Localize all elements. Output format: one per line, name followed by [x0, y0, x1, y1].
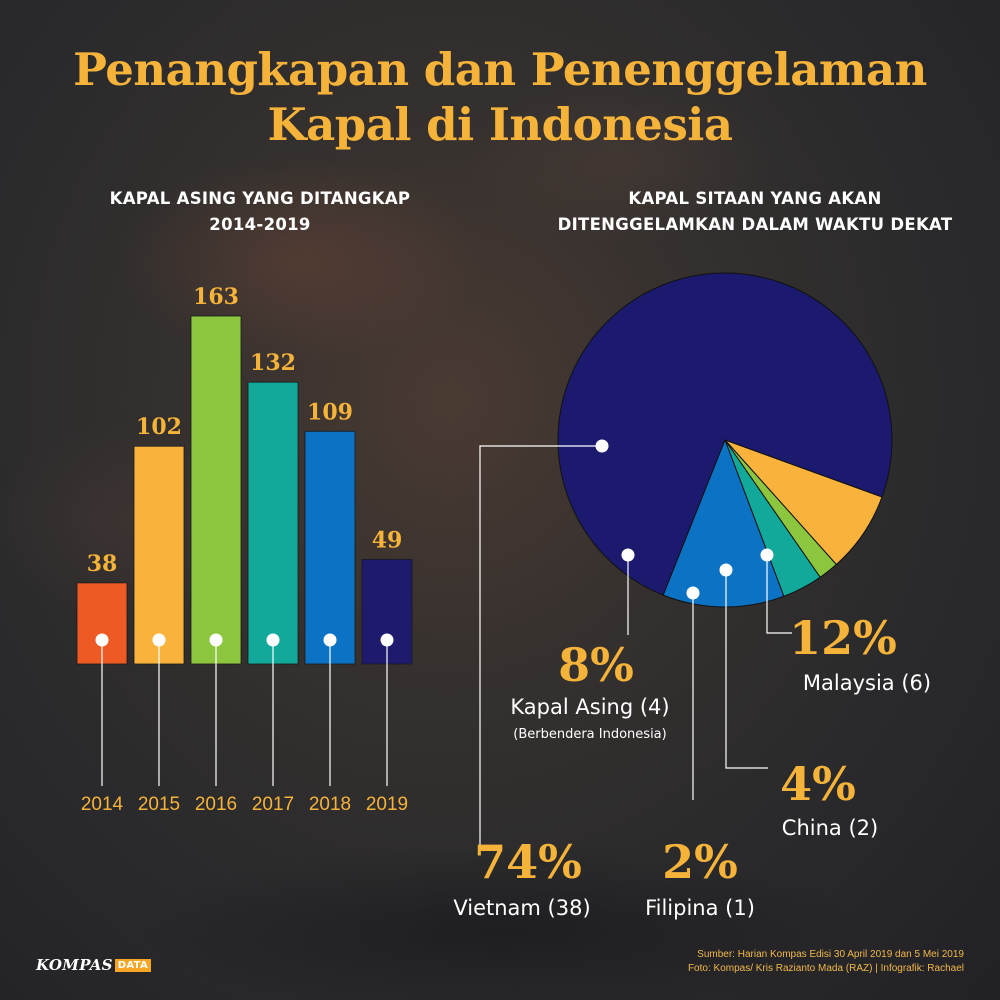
source-line-1: Sumber: Harian Kompas Edisi 30 April 201… [697, 949, 964, 960]
title-line-2: Kapal di Indonesia [267, 98, 733, 151]
pie-percent-label-4: 12% [789, 611, 897, 665]
source-line-2: Foto: Kompas/ Kris Razianto Mada (RAZ) |… [687, 963, 964, 974]
pie-percent-label-1: 8% [558, 638, 634, 692]
bar-marker-dot-2014 [95, 633, 109, 647]
bar-2016 [190, 315, 242, 665]
bar-category-label-2017: 2017 [252, 794, 294, 815]
pie-slice-4 [662, 438, 785, 608]
bar-2018 [304, 430, 356, 665]
bar-2017 [247, 381, 299, 665]
bar-value-label-2016: 163 [193, 284, 239, 310]
pie-marker-dot-0 [595, 439, 609, 453]
bar-category-label-2015: 2015 [138, 794, 180, 815]
bar-2015 [133, 445, 185, 665]
pie-marker-dot-4 [760, 548, 774, 562]
bar-chart-title-line-1: KAPAL ASING YANG DITANGKAP [109, 189, 411, 208]
bar-marker-dot-2018 [323, 633, 337, 647]
kompas-data-logo: KOMPAS DATA [36, 956, 152, 974]
bar-value-label-2015: 102 [136, 414, 182, 440]
pie-name-label-2: Filipina (1) [645, 896, 755, 920]
bar-value-label-2014: 38 [87, 551, 118, 577]
bar-marker-dot-2017 [266, 633, 280, 647]
pie-leader-line-3 [725, 570, 768, 769]
pie-percent-label-3: 4% [780, 757, 856, 811]
bar-category-label-2014: 2014 [81, 794, 124, 815]
pie-chart-title: KAPAL SITAAN YANG AKAN DITENGGELAMKAN DA… [520, 186, 990, 238]
pie-leader-line-0 [479, 445, 602, 850]
bar-value-label-2019: 49 [372, 527, 403, 553]
infographic-title: Penangkapan dan Penenggelaman Kapal di I… [0, 42, 1000, 152]
source-credits: Sumber: Harian Kompas Edisi 30 April 201… [688, 948, 964, 976]
pie-slice-0 [557, 272, 893, 596]
pie-percent-label-2: 2% [662, 835, 738, 889]
bar-value-label-2018: 109 [307, 399, 353, 425]
pie-name-label-3: China (2) [782, 816, 878, 840]
bar-chart-title: KAPAL ASING YANG DITANGKAP 2014-2019 [40, 186, 480, 238]
pie-name-label-1: Kapal Asing (4) [510, 695, 669, 719]
logo-text: KOMPAS [36, 956, 113, 974]
title-line-1: Penangkapan dan Penenggelaman [73, 43, 927, 96]
bar-category-label-2019: 2019 [366, 794, 408, 815]
bar-marker-dot-2015 [152, 633, 166, 647]
bar-value-label-2017: 132 [250, 350, 296, 376]
bar-category-label-2016: 2016 [195, 794, 237, 815]
pie-marker-dot-2 [686, 586, 700, 600]
bar-marker-dot-2016 [209, 633, 223, 647]
pie-marker-dot-1 [621, 548, 635, 562]
logo-tag: DATA [114, 959, 152, 972]
bar-chart-title-line-2: 2014-2019 [209, 215, 311, 234]
bar-marker-dot-2019 [380, 633, 394, 647]
bar-category-label-2018: 2018 [309, 794, 351, 815]
pie-name-label-4: Malaysia (6) [803, 671, 931, 695]
pie-chart-title-line-1: KAPAL SITAAN YANG AKAN [628, 189, 882, 208]
pie-name-label-0: Vietnam (38) [453, 896, 590, 920]
pie-chart-title-line-2: DITENGGELAMKAN DALAM WAKTU DEKAT [557, 215, 953, 234]
pie-note-label-1: (Berbendera Indonesia) [513, 727, 666, 742]
pie-leader-line-4 [766, 555, 792, 634]
pie-percent-label-0: 74% [474, 835, 582, 889]
pie-marker-dot-3 [719, 563, 733, 577]
